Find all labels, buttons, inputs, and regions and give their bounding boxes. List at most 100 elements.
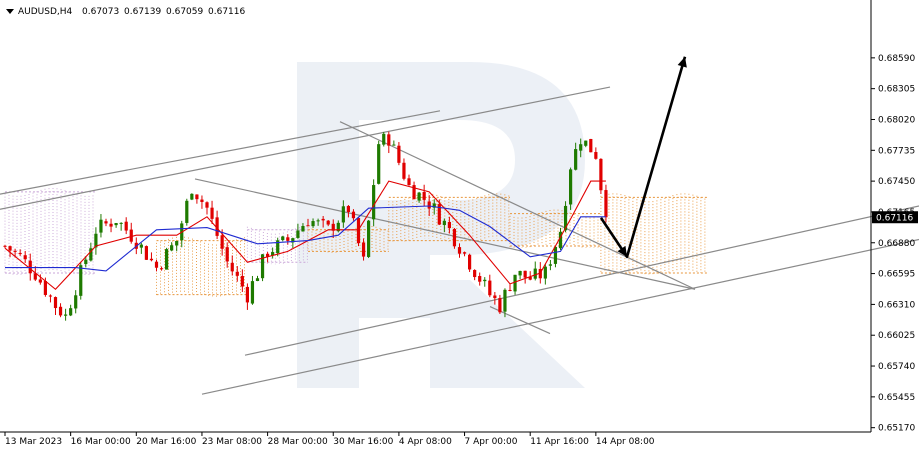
candle[interactable] — [468, 253, 472, 272]
candle[interactable] — [513, 274, 517, 295]
candle[interactable] — [281, 235, 285, 242]
candle[interactable] — [8, 245, 12, 258]
candle[interactable] — [543, 263, 547, 285]
candle[interactable] — [23, 250, 27, 263]
candle[interactable] — [548, 259, 552, 271]
candle[interactable] — [129, 222, 133, 244]
candle[interactable] — [503, 288, 507, 318]
candle[interactable] — [99, 214, 103, 238]
candle[interactable] — [579, 138, 583, 158]
candle[interactable] — [321, 216, 325, 228]
candle[interactable] — [594, 147, 598, 160]
candle[interactable] — [124, 217, 128, 235]
candle[interactable] — [38, 274, 42, 285]
candle[interactable] — [326, 220, 330, 227]
candle[interactable] — [255, 275, 260, 282]
candle[interactable] — [119, 222, 123, 231]
candle[interactable] — [553, 246, 558, 268]
candle[interactable] — [442, 218, 446, 233]
candle[interactable] — [185, 198, 189, 226]
candle[interactable] — [422, 184, 426, 207]
candle[interactable] — [367, 220, 371, 259]
candle[interactable] — [104, 218, 108, 227]
candle[interactable] — [584, 140, 588, 148]
candle[interactable] — [311, 218, 315, 228]
candle[interactable] — [170, 242, 174, 252]
candle[interactable] — [447, 216, 451, 234]
candle[interactable] — [301, 223, 305, 232]
candle[interactable] — [159, 266, 164, 271]
candle[interactable] — [190, 193, 194, 201]
candle[interactable] — [473, 269, 477, 281]
candle[interactable] — [417, 191, 421, 203]
candle[interactable] — [361, 238, 366, 261]
candle[interactable] — [74, 290, 78, 314]
candle[interactable] — [452, 228, 457, 249]
candle[interactable] — [144, 245, 148, 261]
candle[interactable] — [478, 272, 482, 286]
candle[interactable] — [387, 131, 391, 154]
candle[interactable] — [316, 218, 320, 226]
candle[interactable] — [508, 284, 512, 292]
candle[interactable] — [488, 274, 492, 298]
candle[interactable] — [437, 199, 441, 226]
candle[interactable] — [154, 259, 159, 272]
candle[interactable] — [462, 251, 467, 257]
candle[interactable] — [356, 217, 361, 247]
candle[interactable] — [483, 277, 487, 287]
candle[interactable] — [377, 140, 381, 185]
candle[interactable] — [64, 308, 68, 321]
candle[interactable] — [372, 179, 376, 227]
candle[interactable] — [407, 174, 411, 186]
trendline[interactable] — [244, 205, 919, 356]
trendline[interactable] — [0, 110, 441, 195]
candle[interactable] — [94, 227, 98, 255]
trendline[interactable] — [194, 178, 696, 290]
candle[interactable] — [215, 210, 219, 240]
candle[interactable] — [271, 247, 275, 259]
candle[interactable] — [523, 270, 527, 284]
candle[interactable] — [53, 296, 58, 316]
candle[interactable] — [402, 158, 406, 181]
candle[interactable] — [528, 271, 532, 281]
trendline[interactable] — [201, 238, 919, 395]
candle[interactable] — [346, 205, 350, 218]
candle[interactable] — [341, 200, 345, 228]
candle[interactable] — [205, 201, 209, 215]
candle[interactable] — [149, 252, 154, 262]
candle[interactable] — [139, 242, 143, 254]
candle[interactable] — [599, 158, 603, 194]
candle[interactable] — [589, 138, 593, 153]
candle[interactable] — [493, 292, 497, 305]
symbol-dropdown-icon[interactable] — [6, 9, 14, 14]
candle[interactable] — [382, 131, 386, 147]
candle[interactable] — [574, 142, 578, 171]
candle[interactable] — [69, 304, 73, 317]
candle[interactable] — [48, 294, 53, 303]
candle[interactable] — [397, 142, 401, 166]
candle[interactable] — [351, 209, 356, 221]
candle[interactable] — [3, 244, 7, 249]
candle[interactable] — [498, 294, 502, 314]
candle[interactable] — [58, 303, 63, 318]
candle[interactable] — [240, 269, 244, 292]
candle[interactable] — [392, 140, 396, 146]
candle[interactable] — [604, 184, 608, 223]
candle[interactable] — [175, 240, 179, 252]
candle[interactable] — [165, 247, 169, 270]
candle[interactable] — [200, 195, 204, 209]
trendline[interactable] — [0, 86, 611, 210]
candle[interactable] — [296, 223, 300, 239]
candle[interactable] — [250, 275, 255, 305]
candle[interactable] — [18, 249, 22, 256]
candle[interactable] — [114, 222, 118, 228]
candle[interactable] — [533, 261, 537, 281]
candle[interactable] — [518, 270, 522, 280]
candles[interactable] — [3, 131, 608, 321]
candle[interactable] — [210, 200, 214, 225]
candle[interactable] — [306, 218, 310, 227]
candle[interactable] — [558, 227, 563, 251]
candle[interactable] — [457, 243, 462, 258]
candle[interactable] — [84, 256, 88, 268]
